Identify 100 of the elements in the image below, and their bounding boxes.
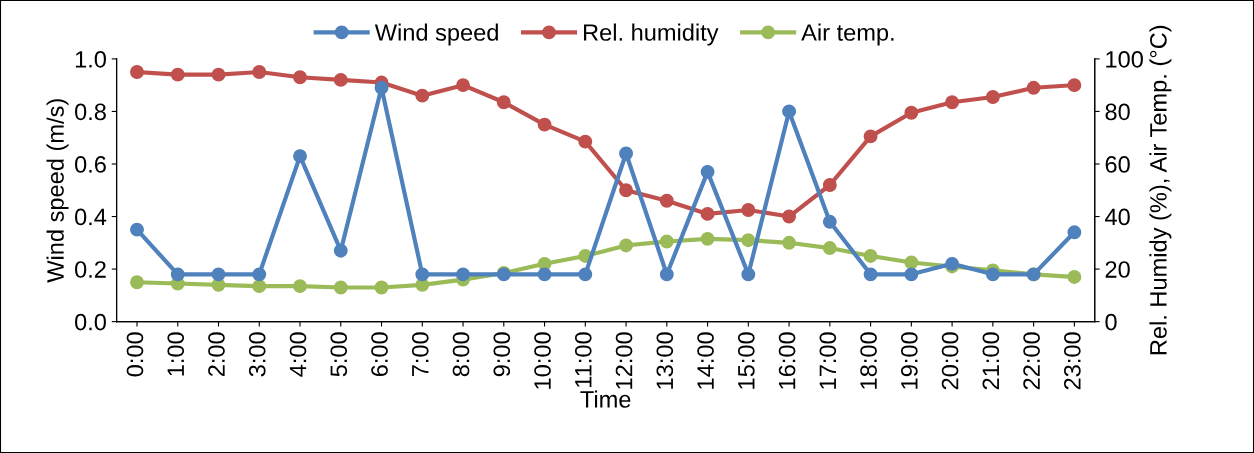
- point: [211, 267, 226, 282]
- y2-tick-label: 40: [1105, 208, 1130, 226]
- point: [700, 164, 715, 179]
- point: [578, 267, 593, 282]
- point: [659, 234, 674, 249]
- x-tick-label: 10:00: [534, 332, 551, 389]
- point: [659, 267, 674, 282]
- legend-label: Wind speed: [374, 23, 498, 46]
- point: [985, 90, 1000, 104]
- point: [782, 104, 797, 119]
- point: [619, 146, 634, 161]
- x-tick-label: 12:00: [615, 332, 633, 389]
- y-tick-label: 0.8: [75, 103, 106, 121]
- point: [415, 267, 430, 282]
- point: [1067, 225, 1082, 240]
- point: [619, 238, 634, 253]
- point: [170, 67, 185, 82]
- x-tick-label: 19:00: [900, 332, 918, 389]
- y-tick-label: 0.6: [75, 156, 106, 173]
- point: [822, 241, 837, 256]
- point: [211, 67, 226, 82]
- y2-tick-label: 0: [1105, 313, 1117, 331]
- point: [945, 95, 960, 110]
- point: [456, 78, 470, 93]
- point: [863, 248, 878, 263]
- x-tick-label: 7:00: [411, 332, 429, 377]
- y2-tick-label: 80: [1105, 103, 1130, 121]
- point: [741, 203, 756, 217]
- legend-label: Rel. humidity: [584, 23, 719, 46]
- x-tick-label: 23:00: [1063, 332, 1081, 390]
- point: [782, 209, 797, 224]
- x-tick-label: 16:00: [778, 332, 796, 389]
- y2-tick-label: 20: [1105, 261, 1130, 278]
- point: [659, 193, 674, 208]
- point: [537, 267, 552, 282]
- x-tick-label: 21:00: [982, 332, 1000, 390]
- point: [130, 275, 144, 290]
- point: [578, 134, 593, 149]
- x-tick-label: 14:00: [697, 332, 714, 389]
- point: [782, 235, 797, 250]
- point: [1026, 80, 1041, 95]
- x-tick-label: 17:00: [819, 332, 837, 389]
- x-tick-label: 4:00: [289, 332, 307, 377]
- point: [863, 267, 878, 282]
- point: [904, 267, 919, 282]
- x-tick-label: 6:00: [371, 332, 388, 377]
- point: [904, 105, 919, 120]
- x-tick-label: 11:00: [574, 332, 592, 387]
- point: [333, 280, 348, 295]
- point: [537, 117, 552, 132]
- point: [863, 129, 878, 144]
- x-tick-label: 3:00: [248, 332, 266, 377]
- point: [700, 231, 715, 246]
- point: [700, 206, 715, 221]
- point: [1067, 270, 1082, 284]
- point: [985, 267, 1000, 282]
- y2-tick-label: 60: [1105, 156, 1130, 173]
- point: [293, 279, 307, 294]
- x-tick-label: 2:00: [208, 332, 225, 377]
- y-tick-label: 0.0: [75, 313, 106, 331]
- y-tick-label: 1.0: [75, 50, 106, 68]
- y-tick-label: 0.2: [75, 261, 106, 278]
- point: [1067, 78, 1082, 93]
- point: [374, 280, 389, 295]
- x-axis-title: Time: [580, 390, 631, 408]
- point: [293, 149, 307, 164]
- point: [822, 214, 837, 229]
- point: [374, 80, 389, 95]
- point: [170, 267, 185, 282]
- point: [130, 222, 144, 237]
- point: [252, 279, 267, 294]
- x-tick-label: 8:00: [452, 332, 470, 377]
- point: [456, 267, 470, 282]
- point: [252, 267, 267, 282]
- y-tick-label: 0.4: [75, 208, 107, 226]
- x-tick-label: 9:00: [493, 332, 511, 377]
- point: [293, 70, 307, 85]
- point: [822, 178, 837, 192]
- y2-axis-title: Rel. Humidy (%), Air Temp. (°C): [1149, 25, 1172, 355]
- x-tick-label: 20:00: [941, 332, 959, 390]
- point: [741, 233, 756, 248]
- point: [333, 243, 348, 258]
- x-tick-label: 1:00: [167, 332, 185, 376]
- point: [252, 65, 267, 79]
- y2-tick-label: 100: [1106, 50, 1143, 68]
- point: [415, 88, 430, 103]
- point: [333, 72, 348, 87]
- y-axis-title: Wind speed (m/s): [46, 99, 69, 283]
- x-tick-label: 0:00: [126, 332, 144, 377]
- point: [619, 183, 634, 198]
- legend-label: Air temp.: [801, 23, 894, 46]
- point: [130, 65, 144, 79]
- point: [741, 267, 756, 282]
- x-tick-label: 15:00: [737, 332, 755, 389]
- x-tick-label: 5:00: [330, 332, 348, 377]
- x-tick-label: 18:00: [860, 332, 877, 389]
- x-tick-label: 13:00: [656, 332, 674, 389]
- x-tick-label: 22:00: [1023, 332, 1040, 390]
- point: [904, 255, 919, 270]
- point: [496, 95, 511, 110]
